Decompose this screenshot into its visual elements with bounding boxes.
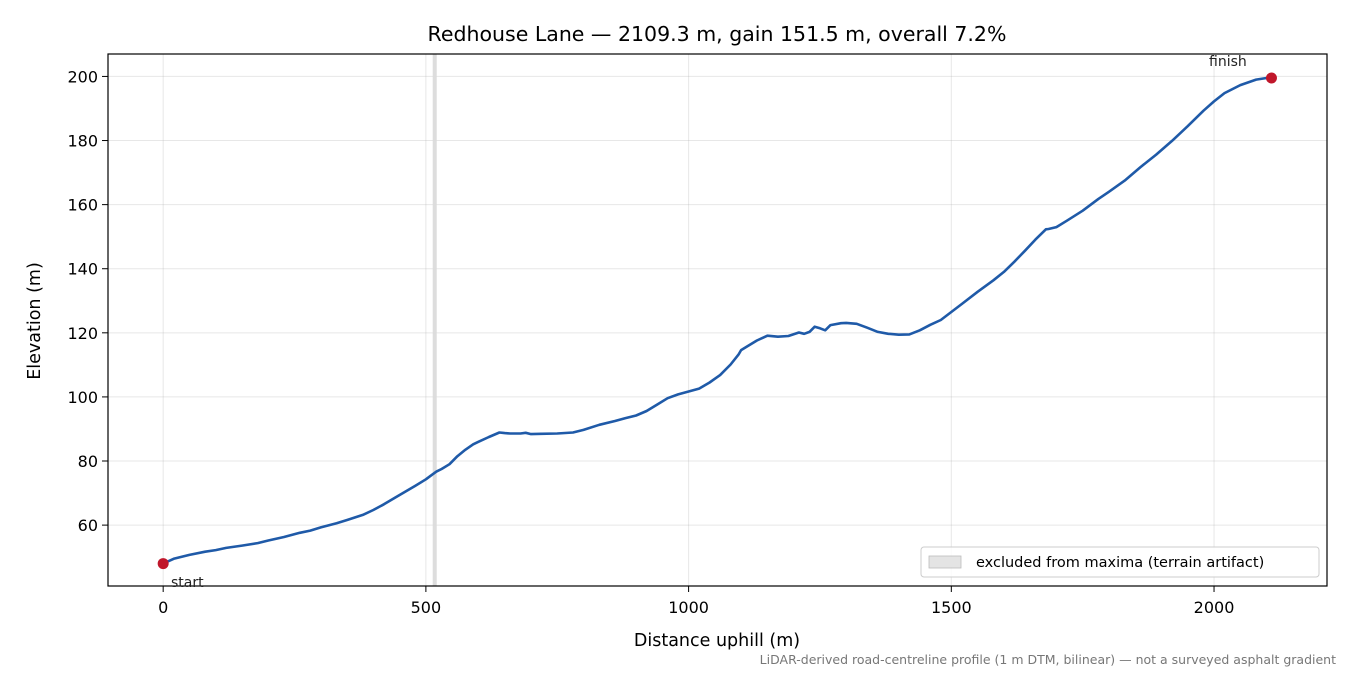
y-tick-label: 80 (78, 452, 98, 471)
y-tick-label: 60 (78, 516, 98, 535)
footnote: LiDAR-derived road-centreline profile (1… (760, 652, 1336, 667)
series-layer (161, 76, 1273, 565)
chart-title: Redhouse Lane — 2109.3 m, gain 151.5 m, … (428, 22, 1007, 46)
excluded-band-layer (432, 54, 437, 586)
x-tick-label: 2000 (1194, 598, 1235, 617)
y-tick-label: 140 (67, 260, 98, 279)
grid-lines (108, 54, 1327, 586)
x-tick-label: 500 (411, 598, 442, 617)
x-tick-label: 1500 (931, 598, 972, 617)
legend-label: excluded from maxima (terrain artifact) (976, 555, 1264, 571)
x-axis-ticks: 0 500 1000 1500 2000 (158, 586, 1234, 617)
legend-swatch (928, 555, 962, 569)
plot-frame (107, 53, 1328, 587)
start-label: start (171, 575, 204, 591)
marker-layer (157, 72, 1277, 570)
finish-marker (1265, 72, 1277, 84)
x-tick-label: 0 (158, 598, 168, 617)
y-axis-title: Elevation (m) (25, 262, 45, 380)
legend: excluded from maxima (terrain artifact) (920, 546, 1320, 578)
excluded-band (432, 54, 437, 586)
y-tick-label: 100 (67, 388, 98, 407)
y-tick-label: 120 (67, 324, 98, 343)
y-tick-label: 160 (67, 196, 98, 215)
elevation-line (161, 76, 1273, 565)
start-marker (157, 558, 169, 570)
y-axis-ticks: 60 80 100 120 140 160 180 200 (67, 67, 108, 535)
y-tick-label: 200 (67, 67, 98, 86)
finish-label: finish (1209, 54, 1247, 70)
x-tick-label: 1000 (668, 598, 709, 617)
x-axis-title: Distance uphill (m) (634, 631, 800, 651)
legend-box (920, 546, 1320, 578)
y-tick-label: 180 (67, 132, 98, 151)
